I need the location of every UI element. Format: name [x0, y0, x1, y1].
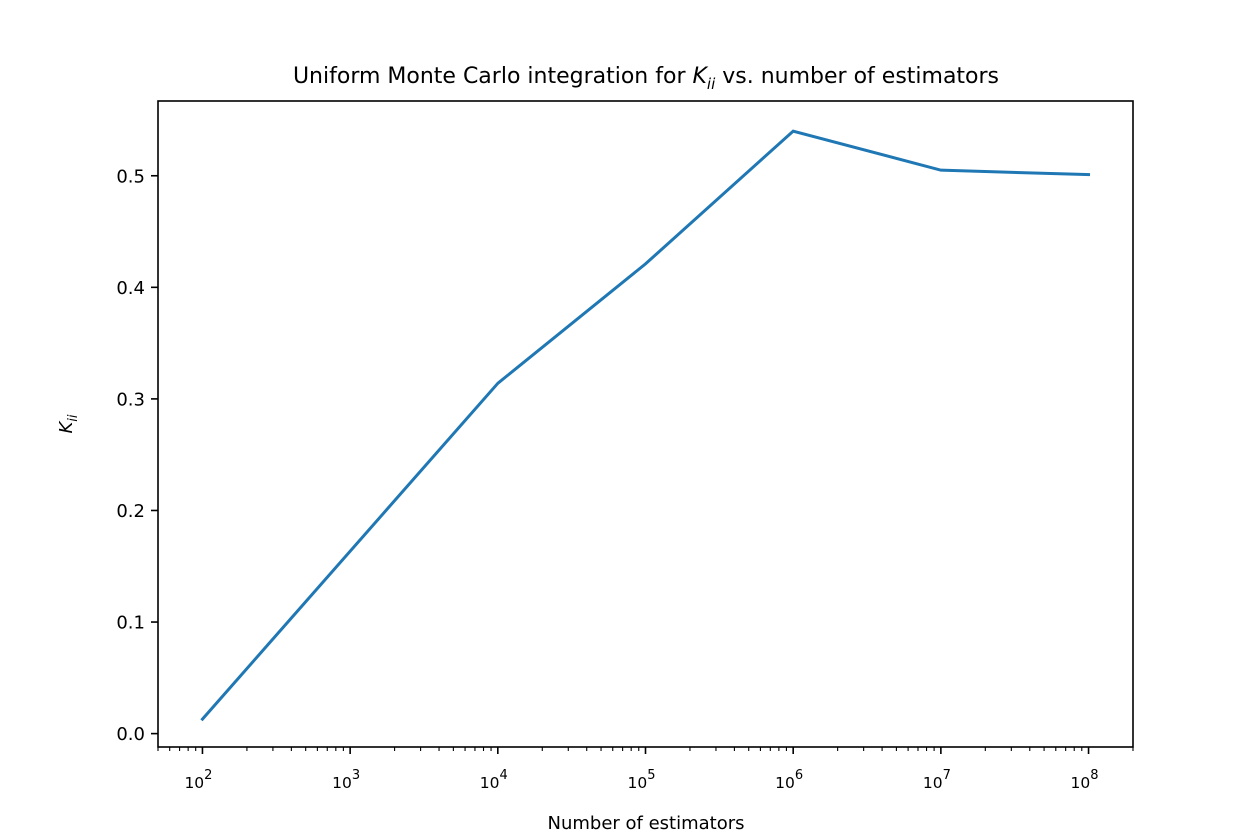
y-tick-label: 0.3	[116, 389, 145, 410]
x-tick-label: 103	[332, 768, 360, 792]
x-axis-label: Number of estimators	[547, 813, 744, 834]
y-tick-label: 0.5	[116, 166, 145, 187]
y-tick-label: 0.2	[116, 501, 145, 522]
x-tick-label: 107	[923, 768, 951, 792]
axes-background	[158, 101, 1133, 747]
x-tick-label: 102	[184, 768, 212, 792]
series-layer	[200, 129, 1091, 722]
y-tick-label: 0.4	[116, 278, 145, 299]
chart-title: Uniform Monte Carlo integration for Kii …	[293, 64, 999, 93]
plot-area	[158, 101, 1133, 747]
x-tick-label: 106	[775, 768, 803, 792]
y-axis: 0.0 0.1 0.2 0.3 0.4 0.5	[116, 166, 158, 745]
x-tick-label: 105	[627, 768, 655, 792]
y-tick-label: 0.1	[116, 613, 145, 634]
y-axis-label: Kii	[56, 414, 81, 433]
series-line	[200, 129, 1091, 722]
x-tick-label: 108	[1071, 768, 1099, 792]
x-axis: 102 103 104 105 106 107 108	[157, 747, 1134, 792]
y-tick-label: 0.0	[116, 724, 145, 745]
x-tick-label: 104	[480, 768, 508, 792]
